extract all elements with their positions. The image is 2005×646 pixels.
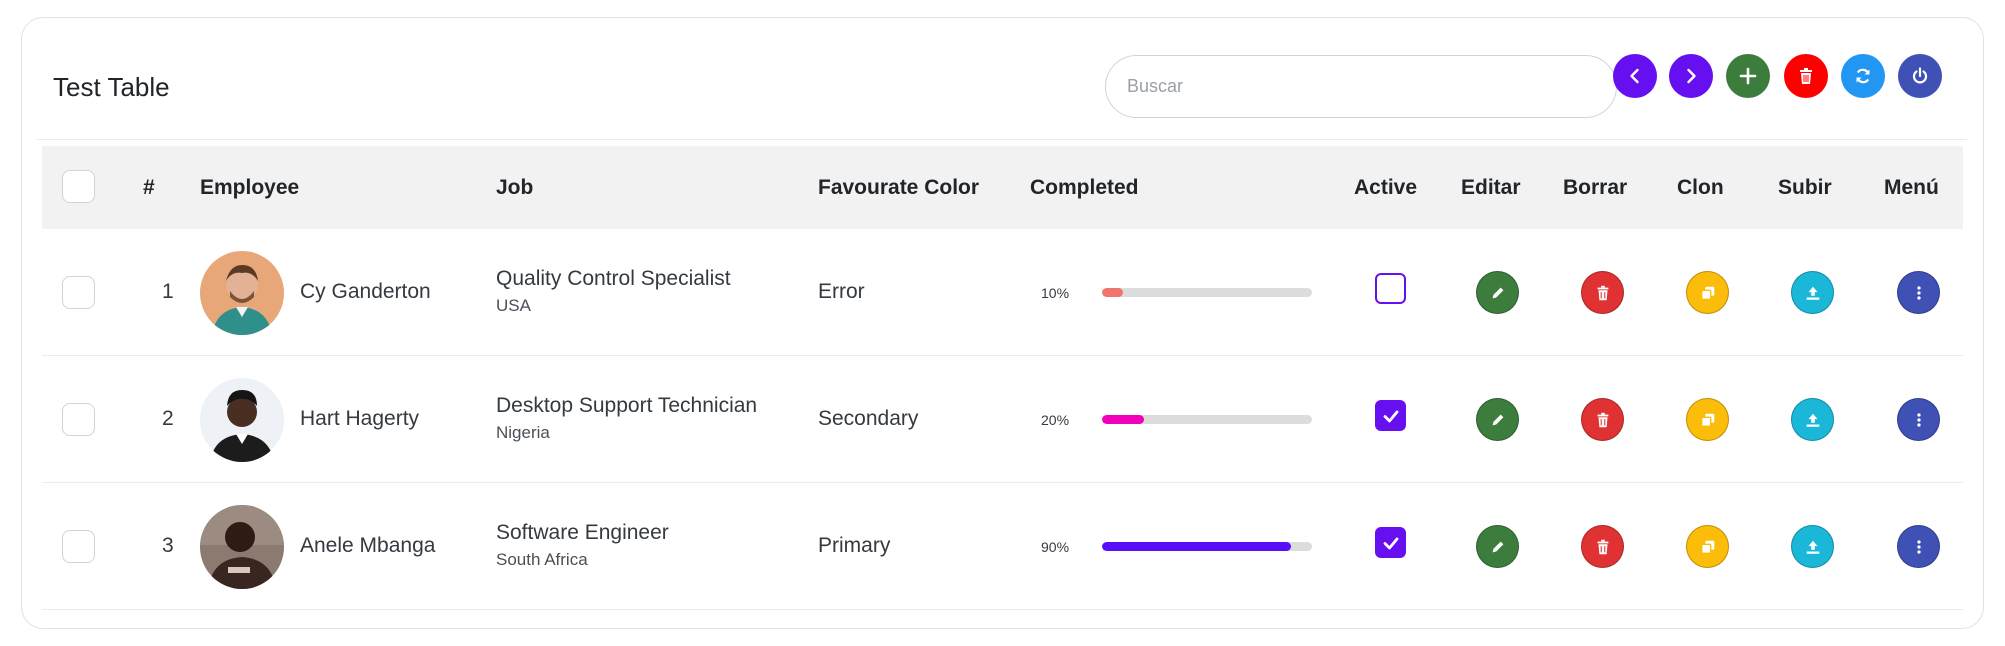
column-header-edit: Editar: [1461, 176, 1521, 199]
menu-button[interactable]: [1897, 271, 1940, 314]
progress-label: 90%: [1041, 539, 1070, 555]
upload-icon: [1806, 286, 1819, 300]
table-title: Test Table: [53, 72, 170, 102]
copy-icon: [1700, 540, 1714, 554]
select-all-checkbox[interactable]: [62, 170, 95, 203]
table-row: 2 Hart Hagerty Desktop Support Technicia…: [42, 356, 1963, 483]
column-header-num: #: [143, 176, 155, 199]
trash-icon: [1800, 68, 1812, 84]
table-row: 1 Cy Ganderton Quality Control Specialis…: [42, 229, 1963, 356]
trash-icon: [1597, 412, 1608, 427]
favourite-color: Primary: [818, 534, 891, 557]
row-number: 3: [162, 534, 174, 557]
menu-button[interactable]: [1897, 525, 1940, 568]
next-page-button[interactable]: [1669, 54, 1713, 98]
job-country: USA: [496, 296, 531, 315]
menu-button[interactable]: [1897, 398, 1940, 441]
upload-button[interactable]: [1791, 271, 1834, 314]
job-country: Nigeria: [496, 423, 550, 442]
employee-name: Anele Mbanga: [300, 534, 436, 557]
more-vertical-icon: [1916, 285, 1921, 300]
progress-fill: [1102, 415, 1144, 424]
clone-button[interactable]: [1686, 398, 1729, 441]
progress-bar: [1102, 542, 1312, 551]
favourite-color: Secondary: [818, 407, 919, 430]
table-head: # Employee Job Favourate Color Completed…: [42, 146, 1963, 229]
job-country: South Africa: [496, 550, 588, 569]
refresh-button[interactable]: [1841, 54, 1885, 98]
upload-button[interactable]: [1791, 398, 1834, 441]
row-checkbox[interactable]: [62, 530, 95, 563]
search-input[interactable]: [1105, 55, 1617, 118]
row-checkbox[interactable]: [62, 403, 95, 436]
upload-icon: [1806, 540, 1819, 554]
column-header-menu: Menú: [1884, 176, 1939, 199]
pencil-icon: [1492, 287, 1503, 298]
column-header-completed: Completed: [1030, 176, 1139, 199]
chevron-left-icon: [1630, 68, 1639, 84]
progress-bar: [1102, 415, 1312, 424]
avatar: [200, 505, 284, 589]
table-header: Test Table: [22, 18, 1983, 140]
copy-icon: [1700, 286, 1714, 300]
progress-fill: [1102, 542, 1291, 551]
check-icon: [1383, 537, 1398, 549]
edit-button[interactable]: [1476, 271, 1519, 314]
employee-name: Cy Ganderton: [300, 280, 431, 303]
row-number: 1: [162, 280, 174, 303]
delete-button[interactable]: [1581, 525, 1624, 568]
column-header-active: Active: [1354, 176, 1418, 199]
active-checkbox[interactable]: [1375, 273, 1406, 304]
favourite-color: Error: [818, 280, 865, 303]
more-vertical-icon: [1916, 539, 1921, 554]
power-button[interactable]: [1898, 54, 1942, 98]
row-checkbox[interactable]: [62, 276, 95, 309]
copy-icon: [1700, 413, 1714, 427]
more-vertical-icon: [1916, 412, 1921, 427]
clone-button[interactable]: [1686, 525, 1729, 568]
progress-label: 10%: [1041, 285, 1070, 301]
progress-bar: [1102, 288, 1312, 297]
delete-button[interactable]: [1581, 271, 1624, 314]
chevron-right-icon: [1687, 68, 1696, 84]
job-title: Software Engineer: [496, 521, 669, 544]
employee-name: Hart Hagerty: [300, 407, 420, 430]
add-button[interactable]: [1726, 54, 1770, 98]
progress-fill: [1102, 288, 1123, 297]
column-header-clone: Clon: [1677, 176, 1724, 199]
table-card: Test Table # Employee Job Favourate Colo…: [21, 17, 1984, 629]
power-icon: [1912, 67, 1928, 84]
refresh-icon: [1856, 68, 1870, 84]
upload-icon: [1806, 413, 1819, 427]
check-icon: [1383, 410, 1398, 422]
edit-button[interactable]: [1476, 525, 1519, 568]
progress-label: 20%: [1041, 412, 1070, 428]
plus-icon: [1739, 67, 1757, 85]
clone-button[interactable]: [1686, 271, 1729, 314]
upload-button[interactable]: [1791, 525, 1834, 568]
trash-icon: [1597, 285, 1608, 300]
avatar: [200, 378, 284, 462]
column-header-employee: Employee: [200, 176, 300, 199]
avatar: [200, 251, 284, 335]
column-header-delete: Borrar: [1563, 176, 1628, 199]
active-checkbox[interactable]: [1375, 400, 1406, 431]
trash-icon: [1597, 539, 1608, 554]
column-header-color: Favourate Color: [818, 176, 980, 199]
row-number: 2: [162, 407, 174, 430]
header-divider: [37, 139, 1967, 140]
table-row: 3 Anele Mbanga Software Engineer South A…: [42, 483, 1963, 610]
pencil-icon: [1492, 414, 1503, 425]
column-header-job: Job: [496, 176, 534, 199]
delete-button[interactable]: [1784, 54, 1828, 98]
active-checkbox[interactable]: [1375, 527, 1406, 558]
job-title: Desktop Support Technician: [496, 394, 758, 417]
column-header-upload: Subir: [1778, 176, 1832, 199]
prev-page-button[interactable]: [1613, 54, 1657, 98]
pencil-icon: [1492, 541, 1503, 552]
job-title: Quality Control Specialist: [496, 267, 731, 290]
edit-button[interactable]: [1476, 398, 1519, 441]
delete-button[interactable]: [1581, 398, 1624, 441]
